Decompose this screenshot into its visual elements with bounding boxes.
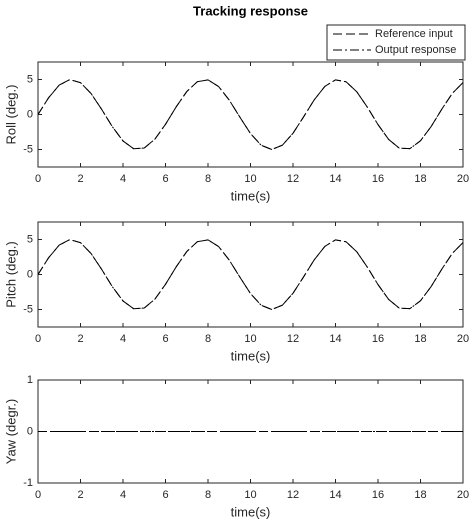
x-tick-label: 18: [414, 173, 426, 185]
x-tick-label: 10: [244, 489, 256, 501]
x-tick-label: 12: [287, 489, 299, 501]
chart-title: Tracking response: [193, 3, 308, 18]
x-tick-label: 20: [457, 333, 469, 345]
x-tick-label: 16: [372, 333, 384, 345]
x-tick-label: 18: [414, 333, 426, 345]
x-tick-label: 16: [372, 173, 384, 185]
x-tick-label: 6: [162, 489, 168, 501]
x-tick-label: 20: [457, 173, 469, 185]
y-tick-label: 1: [27, 374, 33, 386]
x-tick-label: 6: [162, 333, 168, 345]
legend-label: Output response: [375, 44, 456, 56]
x-tick-label: 2: [77, 489, 83, 501]
y-tick-label: 0: [27, 108, 33, 120]
x-tick-label: 14: [329, 173, 341, 185]
x-tick-label: 10: [244, 333, 256, 345]
legend-label: Reference input: [375, 28, 453, 40]
y-tick-label: -1: [23, 477, 33, 489]
x-axis-label: time(s): [231, 188, 271, 203]
y-tick-label: 5: [27, 233, 33, 245]
y-tick-label: 0: [27, 425, 33, 437]
y-tick-label: 0: [27, 268, 33, 280]
legend-box: [326, 24, 466, 61]
legend: Reference input Output response: [326, 24, 466, 61]
x-tick-label: 4: [120, 173, 126, 185]
y-tick-label: -5: [23, 303, 33, 315]
x-tick-label: 0: [35, 333, 41, 345]
x-tick-label: 20: [457, 489, 469, 501]
x-tick-label: 12: [287, 173, 299, 185]
x-tick-label: 6: [162, 173, 168, 185]
x-tick-label: 2: [77, 333, 83, 345]
x-tick-label: 10: [244, 173, 256, 185]
series-line: [37, 79, 464, 151]
x-tick-label: 12: [287, 333, 299, 345]
x-tick-label: 8: [205, 333, 211, 345]
series-line: [37, 239, 464, 311]
x-tick-label: 14: [329, 333, 341, 345]
x-tick-label: 0: [35, 489, 41, 501]
y-axis-label: Roll (deg.): [3, 85, 18, 145]
x-tick-label: 16: [372, 489, 384, 501]
y-axis-label: Pitch (deg.): [3, 241, 18, 307]
x-tick-label: 0: [35, 173, 41, 185]
x-axis-label: time(s): [231, 348, 271, 363]
x-tick-label: 4: [120, 489, 126, 501]
y-axis-label: Yaw (degr.): [3, 399, 18, 465]
x-tick-label: 18: [414, 489, 426, 501]
y-tick-label: -5: [23, 143, 33, 155]
x-tick-label: 14: [329, 489, 341, 501]
x-tick-label: 8: [205, 489, 211, 501]
x-tick-label: 8: [205, 173, 211, 185]
x-tick-label: 4: [120, 333, 126, 345]
y-tick-label: 5: [27, 73, 33, 85]
plot-area: [37, 61, 464, 168]
plot-area: [37, 221, 464, 328]
x-tick-label: 2: [77, 173, 83, 185]
x-axis-label: time(s): [231, 504, 271, 519]
